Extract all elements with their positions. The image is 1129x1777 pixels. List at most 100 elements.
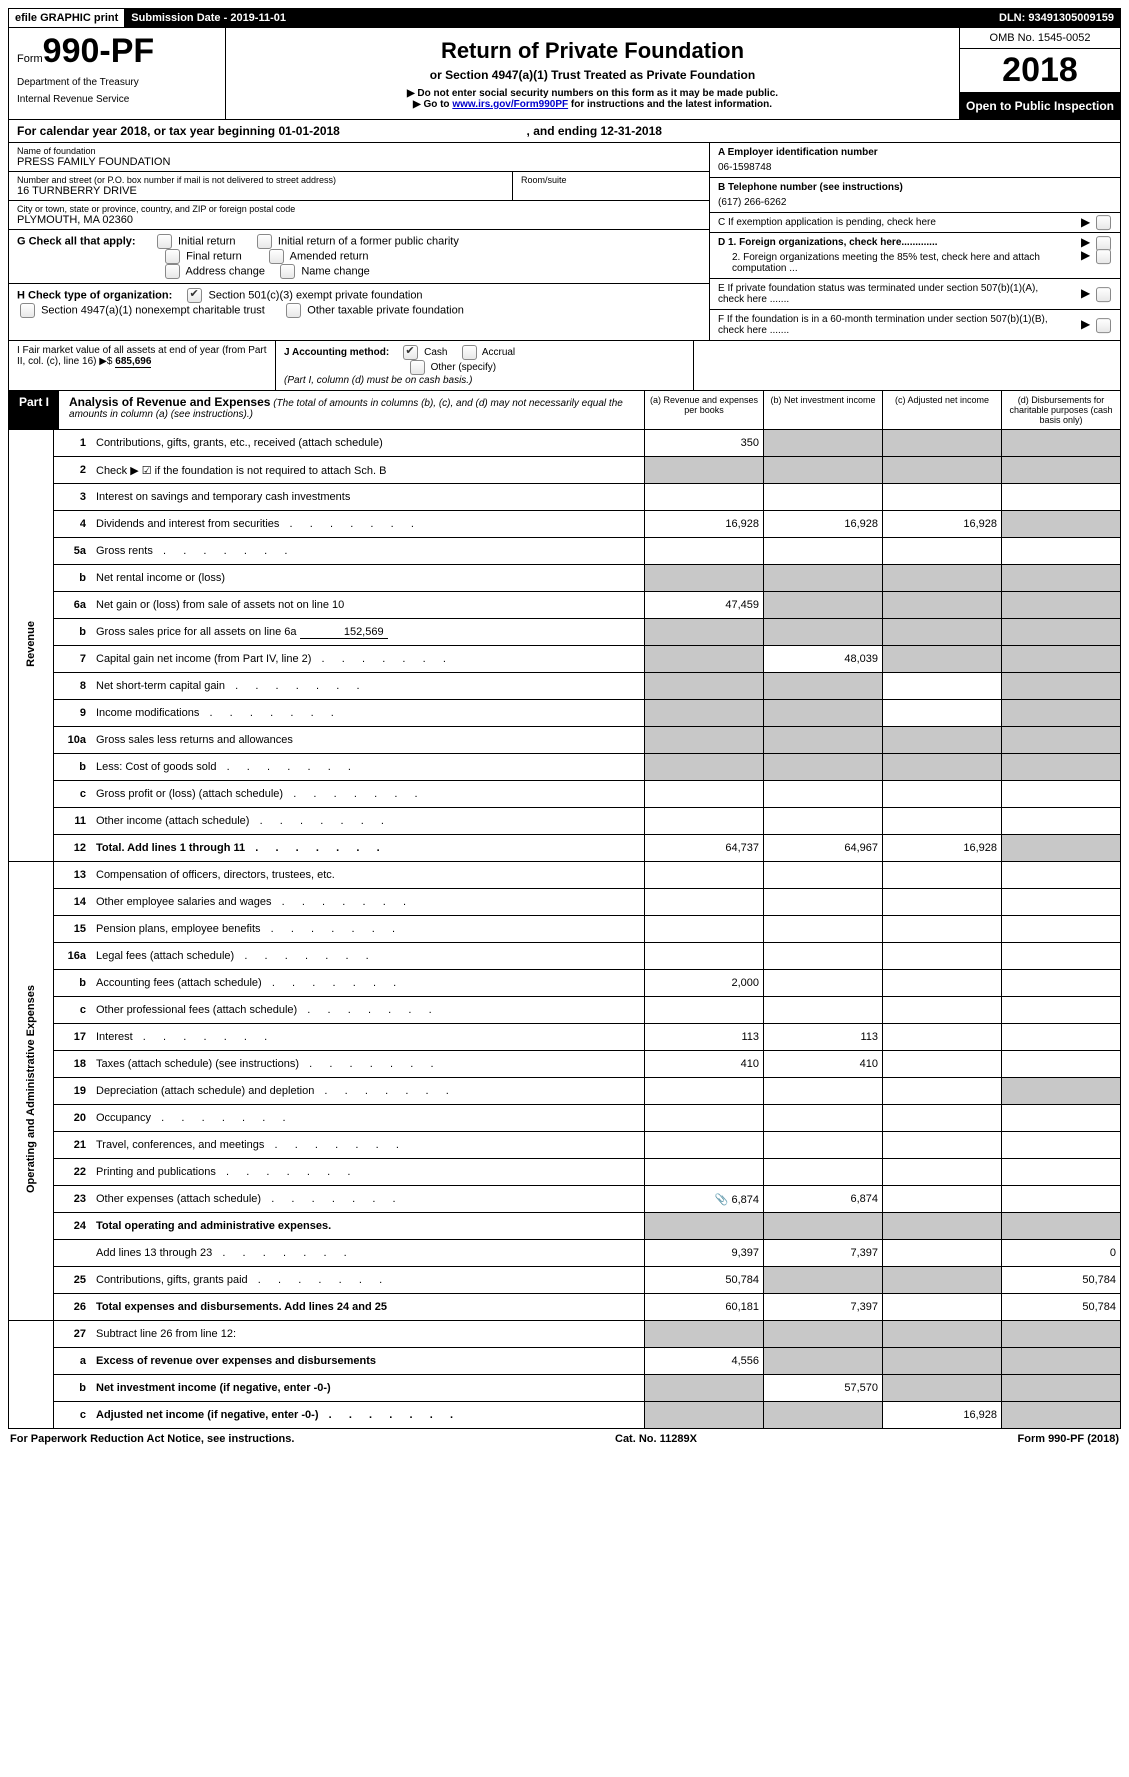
cell-r2-b xyxy=(764,457,883,484)
line-desc: Other income (attach schedule) xyxy=(92,808,645,835)
foundation-name-box: Name of foundation PRESS FAMILY FOUNDATI… xyxy=(9,143,709,172)
table-row: 25Contributions, gifts, grants paid50,78… xyxy=(9,1267,1121,1294)
line-desc: Net rental income or (loss) xyxy=(92,565,645,592)
line-number: b xyxy=(54,619,93,646)
cb-amended-return[interactable] xyxy=(269,249,284,264)
table-row: cOther professional fees (attach schedul… xyxy=(9,997,1121,1024)
cb-final-return[interactable] xyxy=(165,249,180,264)
cell-r1-d xyxy=(1002,430,1121,457)
line-desc: Pension plans, employee benefits xyxy=(92,916,645,943)
line-number: 25 xyxy=(54,1267,93,1294)
cell-r16b-c xyxy=(883,970,1002,997)
page-footer: For Paperwork Reduction Act Notice, see … xyxy=(8,1429,1121,1449)
line-number: b xyxy=(54,754,93,781)
table-row: Revenue1Contributions, gifts, grants, et… xyxy=(9,430,1121,457)
cb-501c3[interactable] xyxy=(187,288,202,303)
line-number: 2 xyxy=(54,457,93,484)
cell-r6a-c xyxy=(883,592,1002,619)
cb-cash[interactable] xyxy=(403,345,418,360)
cell-r18-b: 410 xyxy=(764,1051,883,1078)
cb-initial-return[interactable] xyxy=(157,234,172,249)
side-label: Revenue xyxy=(9,430,54,862)
cb-e[interactable] xyxy=(1096,287,1111,302)
table-row: 23Other expenses (attach schedule)📎 6,87… xyxy=(9,1186,1121,1213)
cell-r24b-a: 9,397 xyxy=(645,1240,764,1267)
cell-r27c-b xyxy=(764,1402,883,1429)
box-a-ein: A Employer identification number06-15987… xyxy=(710,143,1120,178)
line-number: 16a xyxy=(54,943,93,970)
cb-other-method[interactable] xyxy=(410,360,425,375)
top-spacer xyxy=(293,9,993,27)
cell-r4-c: 16,928 xyxy=(883,511,1002,538)
cell-r7-c xyxy=(883,646,1002,673)
cell-r25-a: 50,784 xyxy=(645,1267,764,1294)
cb-accrual[interactable] xyxy=(462,345,477,360)
cb-4947a1[interactable] xyxy=(20,303,35,318)
table-row: 7Capital gain net income (from Part IV, … xyxy=(9,646,1121,673)
line-desc: Accounting fees (attach schedule) xyxy=(92,970,645,997)
table-row: 4Dividends and interest from securities1… xyxy=(9,511,1121,538)
cell-r16a-a xyxy=(645,943,764,970)
cb-initial-former[interactable] xyxy=(257,234,272,249)
cell-r17-b: 113 xyxy=(764,1024,883,1051)
fmv-value: 685,696 xyxy=(115,356,151,368)
cell-r8-c xyxy=(883,673,1002,700)
table-row: 14Other employee salaries and wages xyxy=(9,889,1121,916)
cell-r16c-d xyxy=(1002,997,1121,1024)
cell-r21-d xyxy=(1002,1132,1121,1159)
cell-r6a-b xyxy=(764,592,883,619)
table-row: 15Pension plans, employee benefits xyxy=(9,916,1121,943)
part1-table: Revenue1Contributions, gifts, grants, et… xyxy=(8,430,1121,1429)
cell-r19-b xyxy=(764,1078,883,1105)
table-row: 2Check ▶ ☑ if the foundation is not requ… xyxy=(9,457,1121,484)
line-desc: Check ▶ ☑ if the foundation is not requi… xyxy=(92,457,645,484)
cell-r27c-c: 16,928 xyxy=(883,1402,1002,1429)
cb-other-taxable[interactable] xyxy=(286,303,301,318)
cell-r16c-b xyxy=(764,997,883,1024)
cell-r27a-c xyxy=(883,1348,1002,1375)
line-number: 5a xyxy=(54,538,93,565)
section-j: J Accounting method: Cash Accrual Other … xyxy=(276,341,694,390)
cb-c[interactable] xyxy=(1096,215,1111,230)
table-row: 3Interest on savings and temporary cash … xyxy=(9,484,1121,511)
g-label: G Check all that apply: xyxy=(17,235,136,247)
cell-r10c-c xyxy=(883,781,1002,808)
line-desc: Total. Add lines 1 through 11 xyxy=(92,835,645,862)
top-bar: efile GRAPHIC print Submission Date - 20… xyxy=(8,8,1121,28)
table-row: 26Total expenses and disbursements. Add … xyxy=(9,1294,1121,1321)
line-number: 11 xyxy=(54,808,93,835)
line-number: 14 xyxy=(54,889,93,916)
line-number: 19 xyxy=(54,1078,93,1105)
cell-r10a-c xyxy=(883,727,1002,754)
cell-r10c-b xyxy=(764,781,883,808)
line-desc: Excess of revenue over expenses and disb… xyxy=(92,1348,645,1375)
cb-f[interactable] xyxy=(1096,318,1111,333)
side-label: Operating and Administrative Expenses xyxy=(9,862,54,1321)
cell-r16c-c xyxy=(883,997,1002,1024)
cell-r27a-a: 4,556 xyxy=(645,1348,764,1375)
cell-r23-d xyxy=(1002,1186,1121,1213)
line-desc: Contributions, gifts, grants, etc., rece… xyxy=(92,430,645,457)
cell-r12-a: 64,737 xyxy=(645,835,764,862)
cell-r9-c xyxy=(883,700,1002,727)
header-left: Form990-PF Department of the Treasury In… xyxy=(9,28,226,119)
cell-r4-b: 16,928 xyxy=(764,511,883,538)
part1-label: Part I xyxy=(9,391,59,429)
line-desc: Gross rents xyxy=(92,538,645,565)
city-box: City or town, state or province, country… xyxy=(9,201,709,230)
line-desc: Other professional fees (attach schedule… xyxy=(92,997,645,1024)
cb-name-change[interactable] xyxy=(280,264,295,279)
cell-r24b-d: 0 xyxy=(1002,1240,1121,1267)
ein-value: 06-1598748 xyxy=(718,162,1112,173)
irs-link[interactable]: www.irs.gov/Form990PF xyxy=(452,99,568,110)
line-number: a xyxy=(54,1348,93,1375)
cb-address-change[interactable] xyxy=(165,264,180,279)
table-row: bNet rental income or (loss) xyxy=(9,565,1121,592)
info-left: Name of foundation PRESS FAMILY FOUNDATI… xyxy=(9,143,709,340)
cell-r26-b: 7,397 xyxy=(764,1294,883,1321)
city-state-zip: PLYMOUTH, MA 02360 xyxy=(17,214,701,226)
cb-d2[interactable] xyxy=(1096,249,1111,264)
cell-r12-c: 16,928 xyxy=(883,835,1002,862)
line-desc: Capital gain net income (from Part IV, l… xyxy=(92,646,645,673)
table-row: 22Printing and publications xyxy=(9,1159,1121,1186)
